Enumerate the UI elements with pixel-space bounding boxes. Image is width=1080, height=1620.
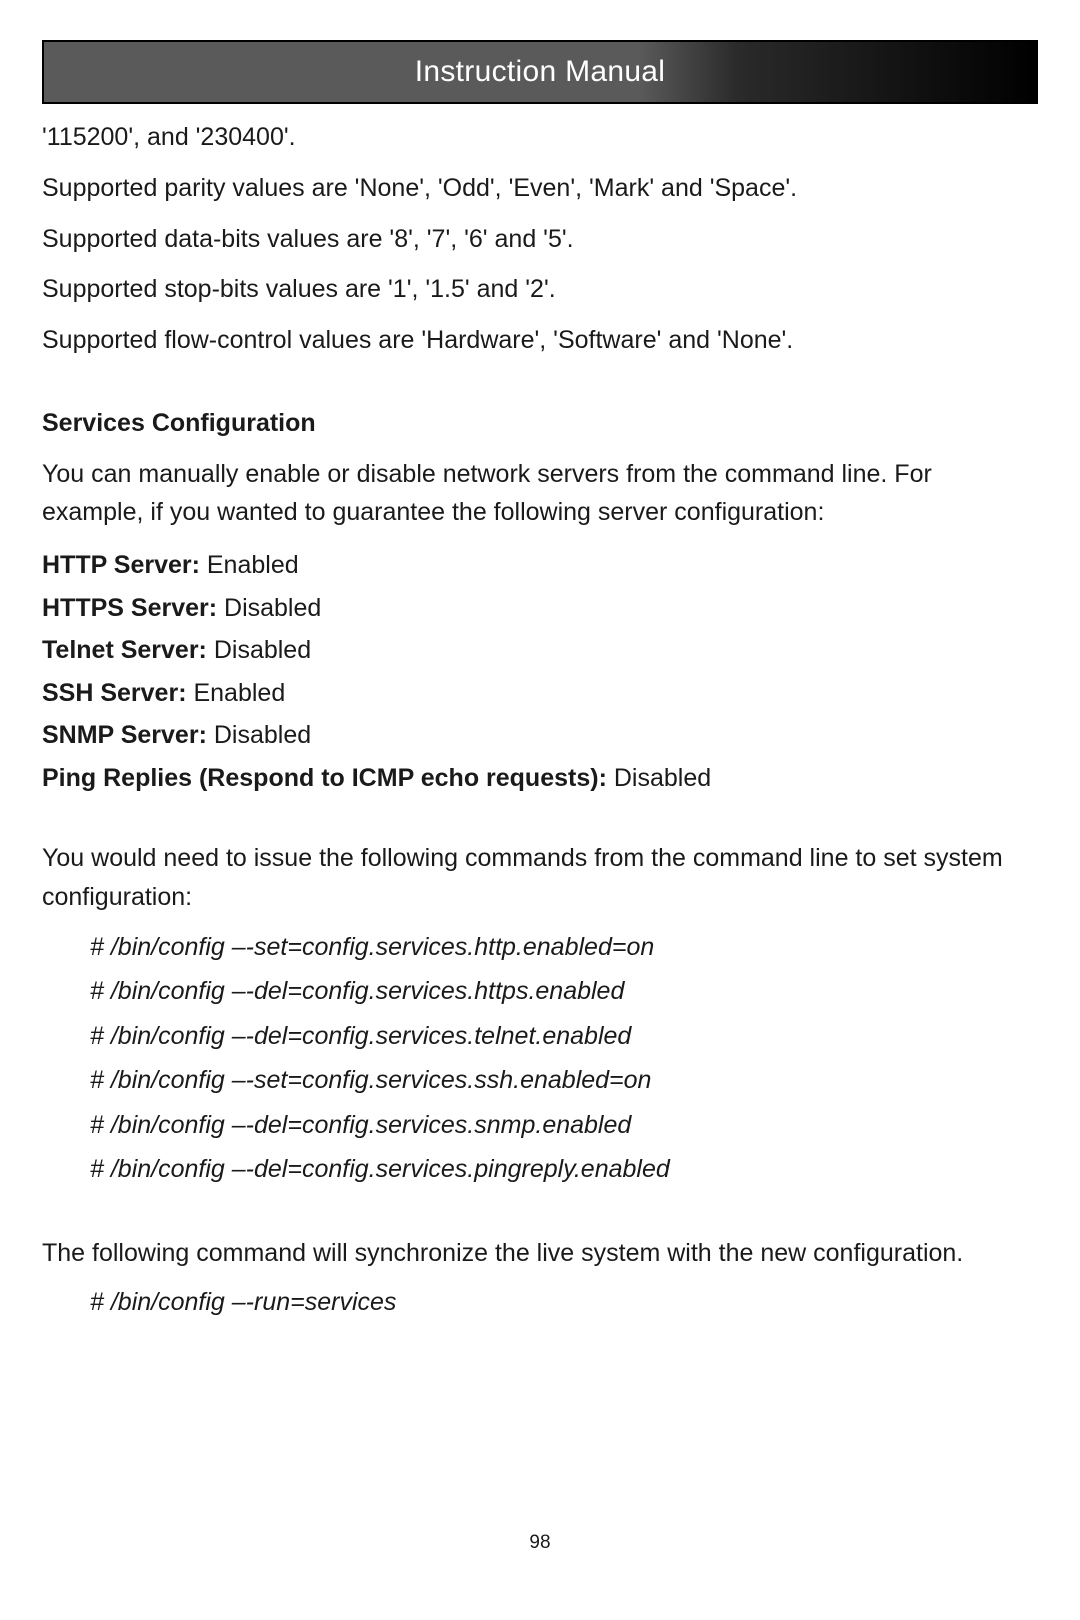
header-bar: Instruction Manual — [42, 40, 1038, 104]
server-label: SNMP Server: — [42, 721, 207, 749]
server-label: HTTPS Server: — [42, 594, 217, 622]
intro-line-0: '115200', and '230400'. — [42, 118, 1038, 157]
command-line: # /bin/config –-del=config.services.teln… — [90, 1014, 1038, 1059]
server-value: Enabled — [200, 551, 299, 579]
server-value: Disabled — [217, 594, 321, 622]
intro-line-1: Supported parity values are 'None', 'Odd… — [42, 169, 1038, 208]
server-value: Disabled — [207, 721, 311, 749]
server-item-ssh: SSH Server: Enabled — [42, 672, 1038, 715]
intro-line-2: Supported data-bits values are '8', '7',… — [42, 220, 1038, 259]
sync-command-list: # /bin/config –-run=services — [42, 1280, 1038, 1325]
server-label: HTTP Server: — [42, 551, 200, 579]
command-line: # /bin/config –-set=config.services.http… — [90, 925, 1038, 970]
sync-command: # /bin/config –-run=services — [90, 1280, 1038, 1325]
command-line: # /bin/config –-del=config.services.ping… — [90, 1147, 1038, 1192]
command-list: # /bin/config –-set=config.services.http… — [42, 925, 1038, 1192]
server-list: HTTP Server: Enabled HTTPS Server: Disab… — [42, 544, 1038, 799]
server-item-http: HTTP Server: Enabled — [42, 544, 1038, 587]
server-item-https: HTTPS Server: Disabled — [42, 587, 1038, 630]
section-intro: You can manually enable or disable netwo… — [42, 455, 1038, 533]
server-value: Disabled — [607, 764, 711, 792]
command-line: # /bin/config –-del=config.services.snmp… — [90, 1103, 1038, 1148]
commands-intro: You would need to issue the following co… — [42, 839, 1038, 917]
section-heading: Services Configuration — [42, 404, 1038, 443]
command-line: # /bin/config –-del=config.services.http… — [90, 969, 1038, 1014]
server-label: Ping Replies (Respond to ICMP echo reque… — [42, 764, 607, 792]
server-value: Disabled — [207, 636, 311, 664]
server-label: Telnet Server: — [42, 636, 207, 664]
server-item-telnet: Telnet Server: Disabled — [42, 629, 1038, 672]
intro-line-4: Supported flow-control values are 'Hardw… — [42, 321, 1038, 360]
intro-line-3: Supported stop-bits values are '1', '1.5… — [42, 270, 1038, 309]
header-title: Instruction Manual — [415, 55, 666, 89]
server-value: Enabled — [187, 679, 286, 707]
page-container: Instruction Manual '115200', and '230400… — [0, 0, 1080, 1365]
server-label: SSH Server: — [42, 679, 187, 707]
page-number: 98 — [0, 1532, 1080, 1554]
server-item-ping: Ping Replies (Respond to ICMP echo reque… — [42, 757, 1038, 800]
sync-paragraph: The following command will synchronize t… — [42, 1234, 1038, 1273]
server-item-snmp: SNMP Server: Disabled — [42, 714, 1038, 757]
command-line: # /bin/config –-set=config.services.ssh.… — [90, 1058, 1038, 1103]
body-content: '115200', and '230400'. Supported parity… — [42, 118, 1038, 1325]
